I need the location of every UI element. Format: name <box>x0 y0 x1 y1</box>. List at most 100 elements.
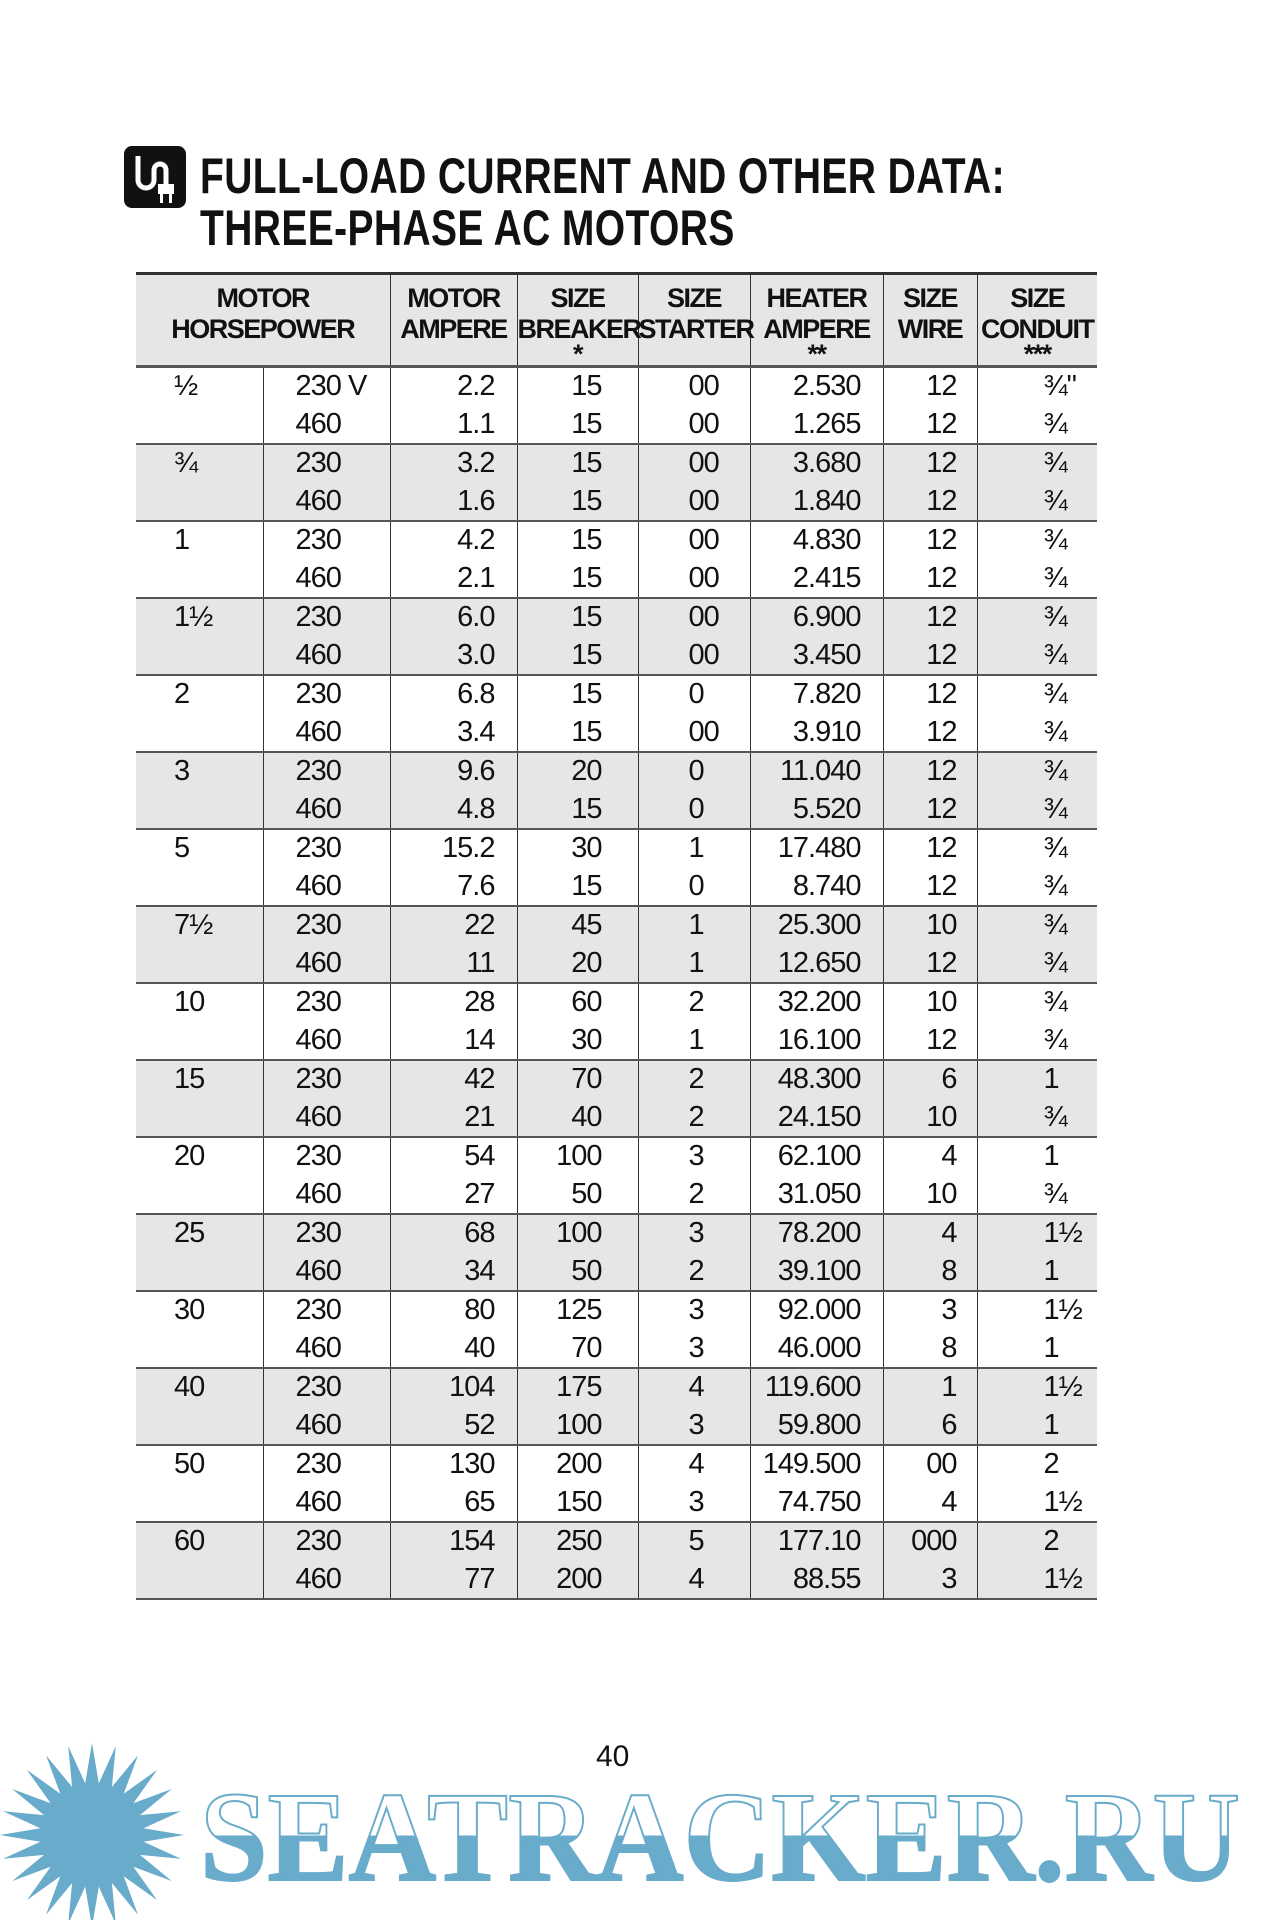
table-cell: 15 <box>516 598 638 637</box>
table-cell: 10 <box>882 1098 977 1138</box>
table-cell: 460 <box>262 944 390 984</box>
table-cell: 15 <box>516 405 638 445</box>
title-line-1: FULL-LOAD CURRENT AND OTHER DATA: <box>200 148 1006 204</box>
table-cell: 12 <box>882 521 977 560</box>
horsepower-cell <box>136 790 263 830</box>
table-cell: ¾ <box>976 983 1097 1022</box>
plug-icon <box>124 146 186 208</box>
table-cell: 6.0 <box>389 598 517 637</box>
table-cell: 12 <box>882 598 977 637</box>
header-text: AMPERE <box>763 314 871 344</box>
table-cell: 2 <box>637 1098 750 1138</box>
horsepower-cell: 7½ <box>136 906 263 945</box>
table-cell: 8.740 <box>749 867 883 907</box>
table-cell: 45 <box>516 906 638 945</box>
column-header: SIZE WIRE <box>882 272 977 368</box>
table-cell: 15 <box>516 366 638 406</box>
table-row: 460 14 30 1 16.100 12 ¾ <box>136 1021 1097 1061</box>
table-cell: 1 <box>637 1021 750 1061</box>
table-cell: 200 <box>516 1445 638 1484</box>
table-cell: 1½ <box>976 1368 1097 1407</box>
motor-data-table: MOTOR HORSEPOWER MOTOR AMPERE SIZE BREAKER * SI… <box>136 272 1097 1600</box>
table-row: 7½ 230 22 45 1 25.300 10 ¾ <box>136 906 1097 945</box>
table-cell: 1 <box>882 1368 977 1407</box>
table-cell: 60 <box>516 983 638 1022</box>
table-cell: 1 <box>976 1406 1097 1446</box>
table-cell: 00 <box>882 1445 977 1484</box>
table-row: 460 40 70 3 46.000 8 1 <box>136 1329 1097 1369</box>
horsepower-cell: ¾ <box>136 444 263 483</box>
horsepower-cell <box>136 482 263 522</box>
table-cell: 460 <box>262 482 390 522</box>
table-cell: 1 <box>637 944 750 984</box>
table-row: 460 52 100 3 59.800 6 1 <box>136 1406 1097 1446</box>
table-cell: 00 <box>637 636 750 676</box>
table-cell: 12 <box>882 482 977 522</box>
table-cell: 28 <box>389 983 517 1022</box>
table-cell: 7.820 <box>749 675 883 714</box>
header-text: HORSEPOWER <box>171 314 356 344</box>
sun-icon <box>0 1743 184 1920</box>
table-cell: 15 <box>516 482 638 522</box>
header-text: STARTER <box>638 314 756 344</box>
table-cell: ¾ <box>976 1021 1097 1061</box>
column-header: MOTOR AMPERE <box>389 272 517 368</box>
table-cell: 88.55 <box>749 1560 883 1600</box>
table-cell: 6.900 <box>749 598 883 637</box>
horsepower-cell <box>136 1252 263 1292</box>
table-cell: 1 <box>976 1137 1097 1176</box>
table-cell: 100 <box>516 1406 638 1446</box>
horsepower-cell <box>136 1329 263 1369</box>
table-cell: 00 <box>637 482 750 522</box>
table-cell: 54 <box>389 1137 517 1176</box>
header-text: WIRE <box>897 314 964 344</box>
table-cell: 22 <box>389 906 517 945</box>
table-cell: 4 <box>882 1137 977 1176</box>
table-cell: 5 <box>637 1522 750 1561</box>
table-row: 60 230 154 250 5 177.10 000 2 <box>136 1522 1097 1561</box>
table-row: 460 77 200 4 88.55 3 1½ <box>136 1560 1097 1600</box>
header-text: ** <box>807 339 827 369</box>
horsepower-cell: 50 <box>174 1448 205 1480</box>
table-cell: 1.6 <box>389 482 517 522</box>
table-cell: 460 <box>262 1329 390 1369</box>
table-cell: 12 <box>882 944 977 984</box>
header-text: *** <box>1023 339 1053 369</box>
horsepower-cell: 60 <box>136 1522 263 1561</box>
table-cell: 27 <box>389 1175 517 1215</box>
table-cell: 31.050 <box>749 1175 883 1215</box>
table-cell: 74.750 <box>749 1483 883 1523</box>
column-header: HEATER AMPERE ** <box>749 272 883 369</box>
table-cell: 48.300 <box>749 1060 883 1099</box>
table-cell: 20 <box>516 752 638 791</box>
header-text: * <box>572 339 584 369</box>
table-cell: 6 <box>882 1406 977 1446</box>
table-cell: 460 <box>262 867 390 907</box>
table-cell: 230 <box>262 1445 390 1484</box>
table-row: 460 4.8 15 0 5.520 12 ¾ <box>136 790 1097 830</box>
table-cell: 1.265 <box>749 405 883 445</box>
table-cell: 20 <box>516 944 638 984</box>
table-cell: 1½ <box>976 1560 1097 1600</box>
table-cell: 15.2 <box>389 829 517 868</box>
table-cell: 460 <box>262 1560 390 1600</box>
table-cell: 230 <box>262 675 390 714</box>
table-row: 460 1.1 15 00 1.265 12 ¾ <box>136 405 1097 445</box>
table-cell: ¾ <box>976 482 1097 522</box>
header-text: SIZE <box>666 283 723 313</box>
table-row: 460 3.4 15 00 3.910 12 ¾ <box>136 713 1097 753</box>
table-row: 460 11 20 1 12.650 12 ¾ <box>136 944 1097 984</box>
table-cell: 4 <box>882 1483 977 1523</box>
table-cell: 3 <box>882 1291 977 1330</box>
table-cell: 68 <box>389 1214 517 1253</box>
table-cell: 10 <box>882 906 977 945</box>
table-cell: 460 <box>262 1098 390 1138</box>
table-cell: 130 <box>389 1445 517 1484</box>
table-row: 5 230 15.2 30 1 17.480 12 ¾ <box>136 829 1097 868</box>
column-header: SIZE STARTER <box>637 272 756 368</box>
table-cell: 0 <box>637 675 750 714</box>
table-cell: 12 <box>882 713 977 753</box>
table-cell: ¾ <box>976 559 1097 599</box>
table-cell: 4.8 <box>389 790 517 830</box>
table-cell: 1.1 <box>389 405 517 445</box>
